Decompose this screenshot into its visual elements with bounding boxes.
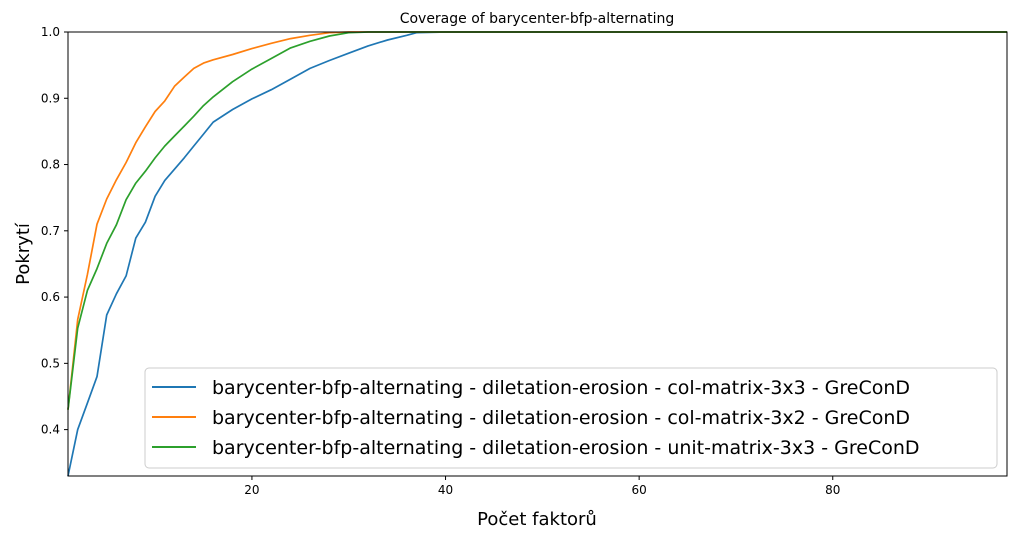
series-line	[67, 31, 1007, 477]
x-axis-ticks: 20 40 60 80	[244, 476, 840, 497]
legend-label: barycenter-bfp-alternating - diletation-…	[212, 407, 910, 429]
chart-title: Coverage of barycenter-bfp-alternating	[400, 11, 675, 27]
legend-box	[144, 367, 998, 469]
series-lines	[67, 31, 1007, 477]
legend: barycenter-bfp-alternating - diletation-…	[144, 367, 998, 469]
series-line	[67, 31, 1007, 410]
y-axis-ticks: 0.4 0.5 0.6 0.7 0.8 0.9 1.0	[41, 25, 68, 437]
y-tick-label: 0.4	[41, 423, 60, 437]
x-tick-label: 80	[825, 483, 840, 497]
x-tick-label: 20	[244, 483, 259, 497]
x-axis-label: Počet faktorů	[477, 509, 597, 530]
legend-label: barycenter-bfp-alternating - diletation-…	[212, 437, 920, 459]
y-tick-label: 1.0	[41, 25, 60, 39]
y-tick-label: 0.8	[41, 158, 60, 172]
y-tick-label: 0.7	[41, 224, 60, 238]
x-tick-label: 60	[632, 483, 647, 497]
y-tick-label: 0.9	[41, 91, 60, 105]
y-tick-label: 0.6	[41, 290, 60, 304]
y-tick-label: 0.5	[41, 356, 60, 370]
y-axis-label: Pokrytí	[13, 222, 34, 285]
legend-label: barycenter-bfp-alternating - diletation-…	[212, 377, 910, 399]
series-line	[67, 31, 1007, 410]
plot-frame	[67, 31, 1008, 477]
x-tick-label: 40	[438, 483, 453, 497]
